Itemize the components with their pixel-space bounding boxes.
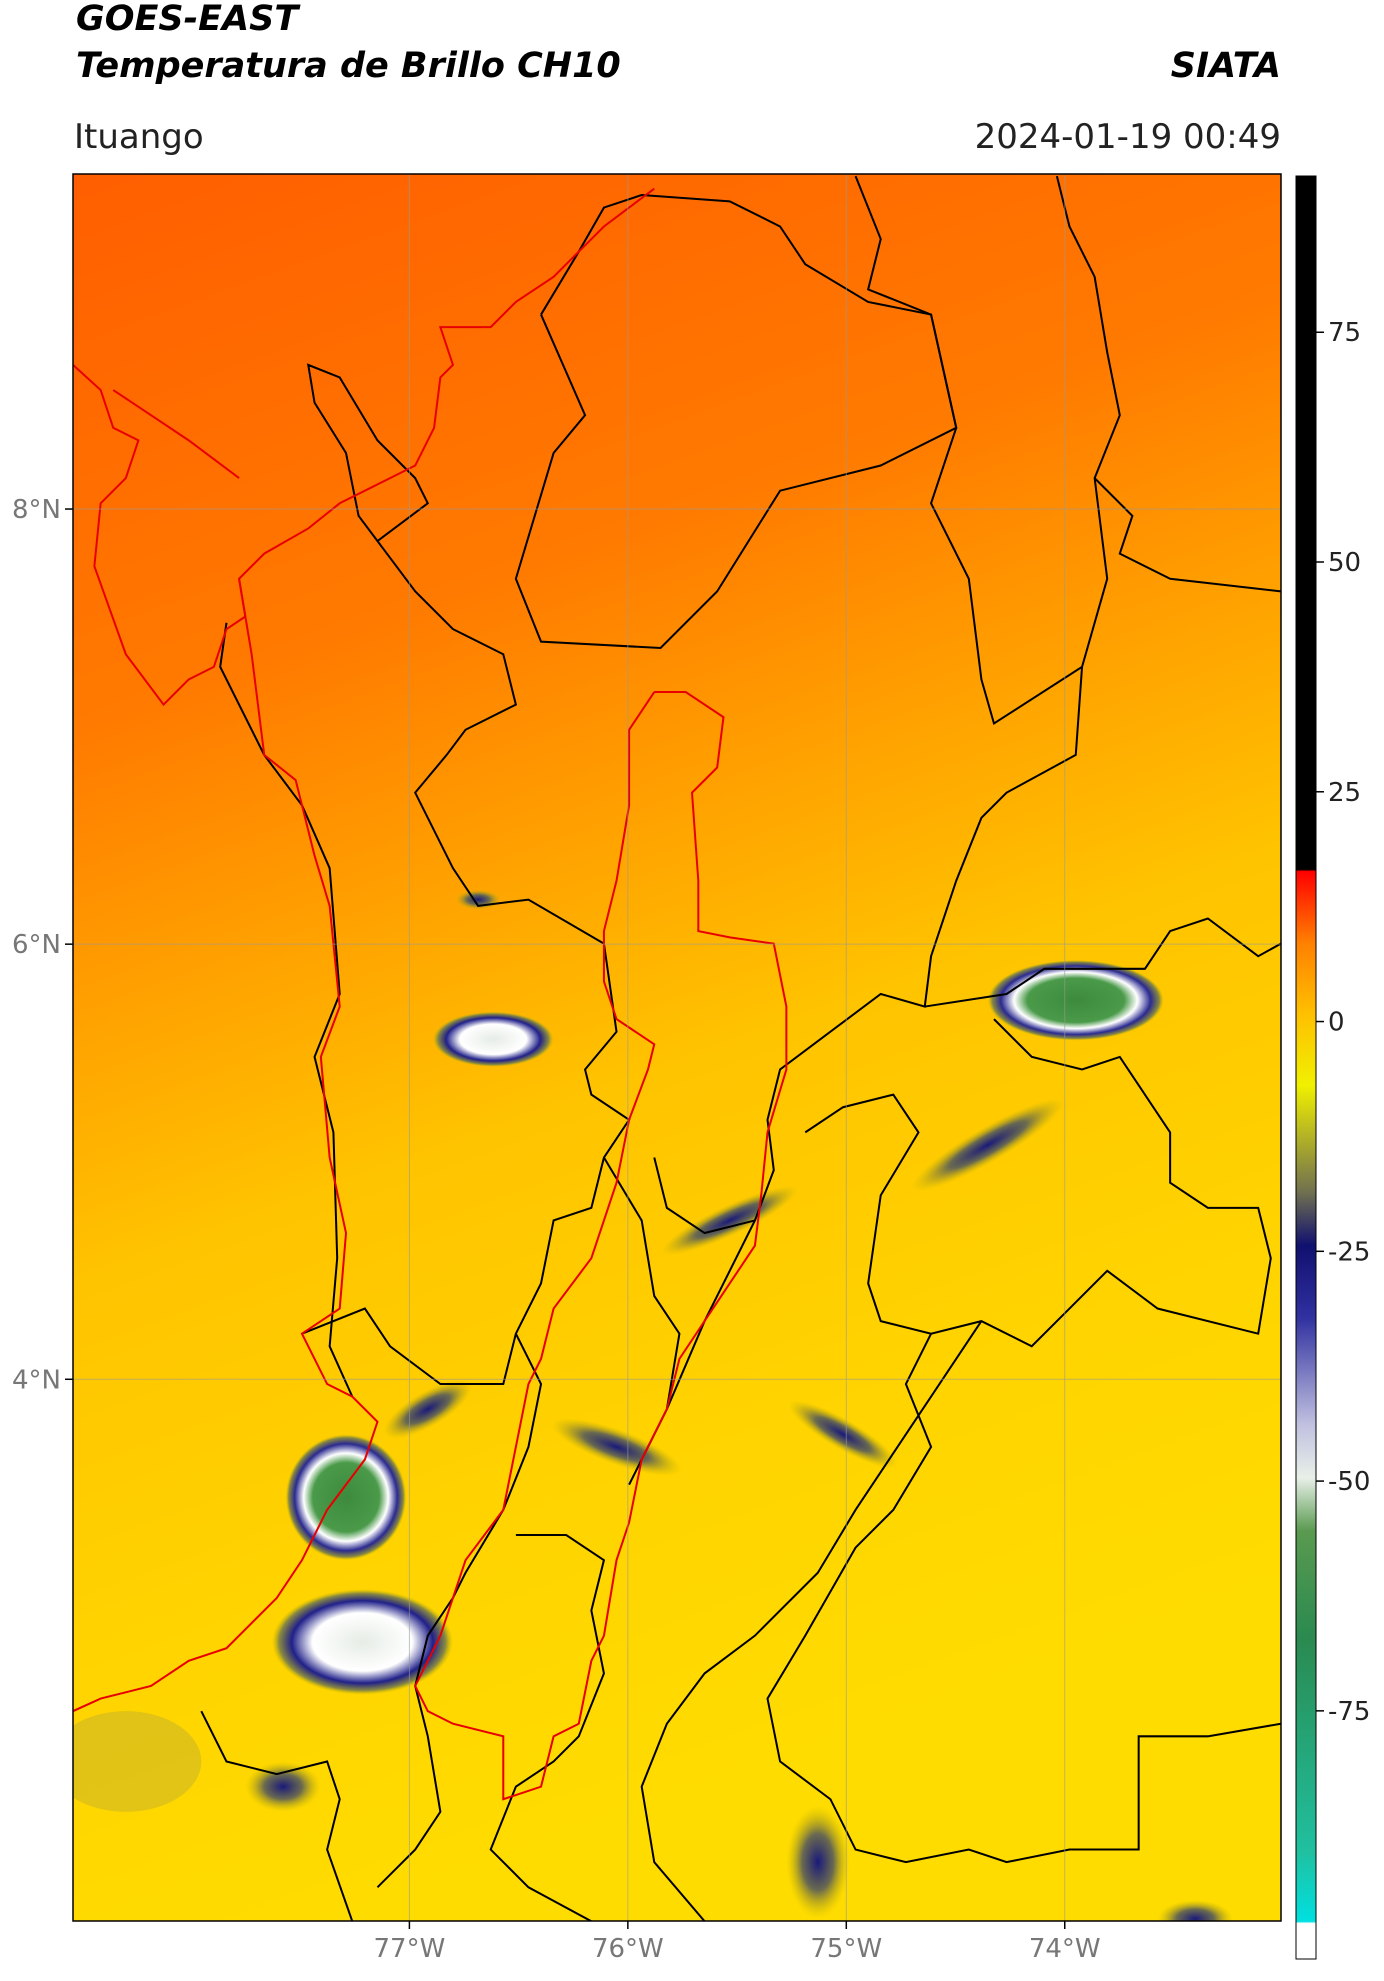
map-frame [72, 173, 1282, 1922]
title: GOES-EAST [76, 0, 301, 39]
map [73, 174, 1281, 1921]
colorbar-tick-label: -25 [1328, 1237, 1370, 1267]
source: SIATA [1171, 46, 1281, 86]
colorbar-tick-label: -50 [1328, 1467, 1370, 1497]
colorbar-tick-label: 50 [1328, 548, 1361, 578]
location: Ituango [74, 117, 204, 157]
x-tick-label: 75°W [810, 1934, 882, 1964]
y-tick-label: 6°N [12, 930, 61, 960]
colorbar-tick-label: 0 [1328, 1008, 1345, 1038]
colorbar-tick-label: -75 [1328, 1697, 1370, 1727]
colorbar-tick-label: 25 [1328, 778, 1361, 808]
colorbar-tick-label: 75 [1328, 318, 1361, 348]
map-features [73, 175, 1281, 1921]
datetime: 2024-01-19 00:49 [975, 117, 1281, 157]
y-tick-label: 4°N [12, 1365, 61, 1395]
x-tick-label: 77°W [374, 1934, 446, 1964]
temperature-field [73, 174, 1281, 1921]
x-tick-label: 74°W [1029, 1934, 1101, 1964]
y-tick-label: 8°N [12, 495, 61, 525]
x-tick-label: 76°W [592, 1934, 664, 1964]
colorbar [1295, 175, 1317, 1960]
subtitle: Temperatura de Brillo CH10 [76, 46, 621, 86]
